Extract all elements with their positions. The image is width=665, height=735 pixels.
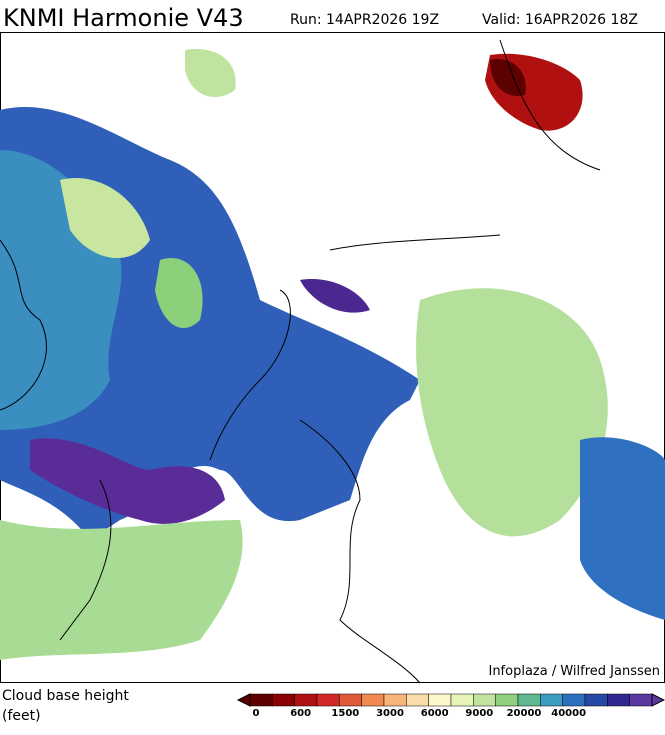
colorbar-swatch [294,693,318,707]
colorbar-label: 600 [290,708,311,719]
colorbar-label: 6000 [421,708,449,719]
run-time: Run: 14APR2026 19Z [290,12,439,28]
colorbar-arrow-right [651,693,665,707]
colorbar-swatch [272,693,295,707]
colorbar-arrow-left [236,693,251,707]
colorbar-swatch [629,693,653,707]
colorbar-label: 20000 [507,708,542,719]
colorbar-swatch [517,693,541,707]
colorbar-label: 0 [253,708,260,719]
legend-unit: (feet) [2,708,41,724]
colorbar-swatch [339,693,362,707]
credit: Infoplaza / Wilfred Janssen [488,664,660,679]
colorbar-swatch [562,693,586,707]
colorbar-swatch [316,693,340,707]
colorbar-label: 1500 [331,708,359,719]
map: Infoplaza / Wilfred Janssen [0,32,665,684]
colorbar-swatch [607,693,630,707]
colorbar-label: 9000 [465,708,493,719]
colorbar-swatch [361,693,385,707]
colorbar-swatch [450,693,474,707]
colorbar-swatch [584,693,608,707]
colorbar-swatch [473,693,496,707]
valid-time: Valid: 16APR2026 18Z [482,12,638,28]
legend-title: Cloud base height [2,688,129,704]
colorbar-label: 3000 [376,708,404,719]
colorbar-swatch [540,693,563,707]
colorbar-label: 40000 [551,708,586,719]
title: KNMI Harmonie V43 [3,4,244,32]
colorbar-swatch [495,693,519,707]
colorbar-swatch [428,693,452,707]
colorbar: 0 600 1500 3000 6000 9000 20000 40000 [236,693,665,719]
colorbar-swatch [249,693,273,707]
colorbar-swatch [383,693,407,707]
colorbar-swatch [406,693,429,707]
